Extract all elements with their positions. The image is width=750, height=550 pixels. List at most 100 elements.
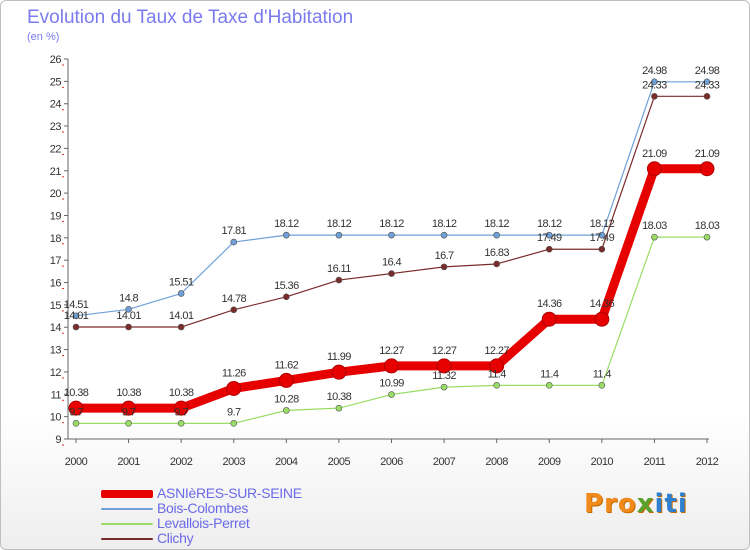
data-point	[177, 420, 185, 427]
y-tick-label: 18	[50, 233, 62, 245]
data-label: 10.38	[327, 391, 352, 403]
data-point	[72, 420, 80, 427]
data-label: 10.38	[169, 387, 194, 399]
data-point	[703, 233, 711, 241]
data-label: 11.99	[327, 351, 351, 363]
proxiti-logo: Proxiti	[584, 489, 688, 519]
data-label: 16.4	[382, 257, 401, 269]
data-label: 24.33	[695, 79, 720, 91]
data-point	[125, 420, 132, 427]
data-label: 14.36	[537, 298, 562, 310]
legend-swatch	[101, 508, 153, 510]
y-tick-label: 20	[50, 188, 62, 200]
data-label: 21.09	[642, 148, 667, 160]
data-point	[226, 380, 242, 396]
data-label: 14.36	[590, 298, 615, 310]
data-label: 17.81	[221, 225, 246, 237]
data-label: 15.51	[169, 276, 194, 288]
data-point	[230, 306, 238, 314]
data-label: 24.33	[642, 79, 667, 91]
data-point	[545, 382, 553, 389]
data-point	[72, 323, 80, 331]
x-tick-label: 2001	[117, 456, 140, 468]
data-point	[388, 231, 395, 239]
data-point	[278, 372, 294, 388]
data-label: 14.01	[64, 310, 89, 322]
data-label: 12.27	[379, 345, 404, 357]
data-label: 11.62	[274, 359, 298, 371]
data-label: 12.27	[484, 345, 509, 357]
y-tick-label: 26	[50, 54, 62, 66]
data-point	[68, 400, 84, 416]
data-point	[598, 382, 606, 389]
data-point	[493, 260, 500, 268]
data-label: 18.03	[695, 220, 720, 232]
data-point	[121, 400, 137, 416]
data-label: 14.78	[221, 293, 246, 305]
x-tick-label: 2002	[170, 456, 193, 468]
data-label: 18.12	[327, 218, 352, 230]
data-label: 24.98	[642, 65, 667, 77]
data-label: 11.32	[432, 370, 456, 382]
y-tick-label: 21	[50, 166, 62, 178]
data-point	[440, 231, 448, 239]
data-point	[388, 391, 395, 398]
data-point	[335, 276, 343, 284]
chart-title: Evolution du Taux de Taxe d'Habitation	[27, 7, 354, 28]
data-point	[230, 420, 238, 427]
data-point	[72, 312, 80, 320]
data-point	[489, 358, 505, 374]
y-tick-label: 16	[50, 278, 62, 290]
data-label: 18.12	[432, 218, 457, 230]
data-label: 18.12	[379, 218, 404, 230]
data-label: 11.26	[222, 367, 246, 379]
y-tick-label: 13	[50, 345, 62, 357]
data-label: 9.7	[174, 406, 188, 418]
legend-label: ASNIèRES-SUR-SEINE	[157, 485, 302, 501]
data-label: 10.99	[379, 378, 404, 390]
data-label: 18.12	[484, 218, 509, 230]
data-label: 10.38	[64, 387, 89, 399]
y-tick-label: 12	[50, 367, 62, 379]
data-label: 10.38	[116, 387, 141, 399]
data-label: 11.4	[540, 368, 559, 380]
data-point	[440, 263, 448, 271]
x-tick-label: 2007	[433, 456, 456, 468]
data-point	[335, 231, 343, 239]
legend-swatch	[101, 538, 153, 540]
data-point	[125, 306, 132, 313]
x-tick-label: 2011	[644, 456, 666, 468]
y-tick-label: 15	[50, 300, 62, 312]
data-point	[545, 245, 553, 253]
y-tick-label: 25	[50, 76, 62, 88]
data-label: 14.01	[116, 310, 141, 322]
data-point	[493, 382, 500, 389]
data-point	[384, 358, 399, 374]
y-tick-label: 14	[50, 322, 62, 334]
data-label: 9.7	[122, 406, 136, 418]
data-label: 18.12	[590, 218, 615, 230]
data-point	[651, 93, 658, 100]
x-tick-label: 2003	[223, 456, 246, 468]
data-label: 18.12	[537, 218, 562, 230]
data-point	[335, 404, 343, 412]
data-point	[598, 231, 606, 239]
x-tick-label: 2004	[275, 456, 298, 468]
data-label: 17.49	[537, 232, 562, 244]
data-point	[646, 161, 662, 177]
data-point	[283, 231, 290, 239]
data-label: 17.49	[590, 232, 615, 244]
y-tick-label: 10	[50, 412, 62, 424]
data-point	[703, 93, 711, 100]
legend-label: Bois-Colombes	[157, 500, 249, 516]
data-label: 11.4	[593, 368, 612, 380]
x-tick-label: 2008	[485, 456, 508, 468]
data-point	[545, 231, 553, 239]
data-label: 18.12	[274, 218, 299, 230]
x-tick-label: 2010	[591, 456, 614, 468]
data-point	[493, 231, 500, 239]
data-point	[598, 245, 606, 253]
data-point	[651, 78, 658, 86]
